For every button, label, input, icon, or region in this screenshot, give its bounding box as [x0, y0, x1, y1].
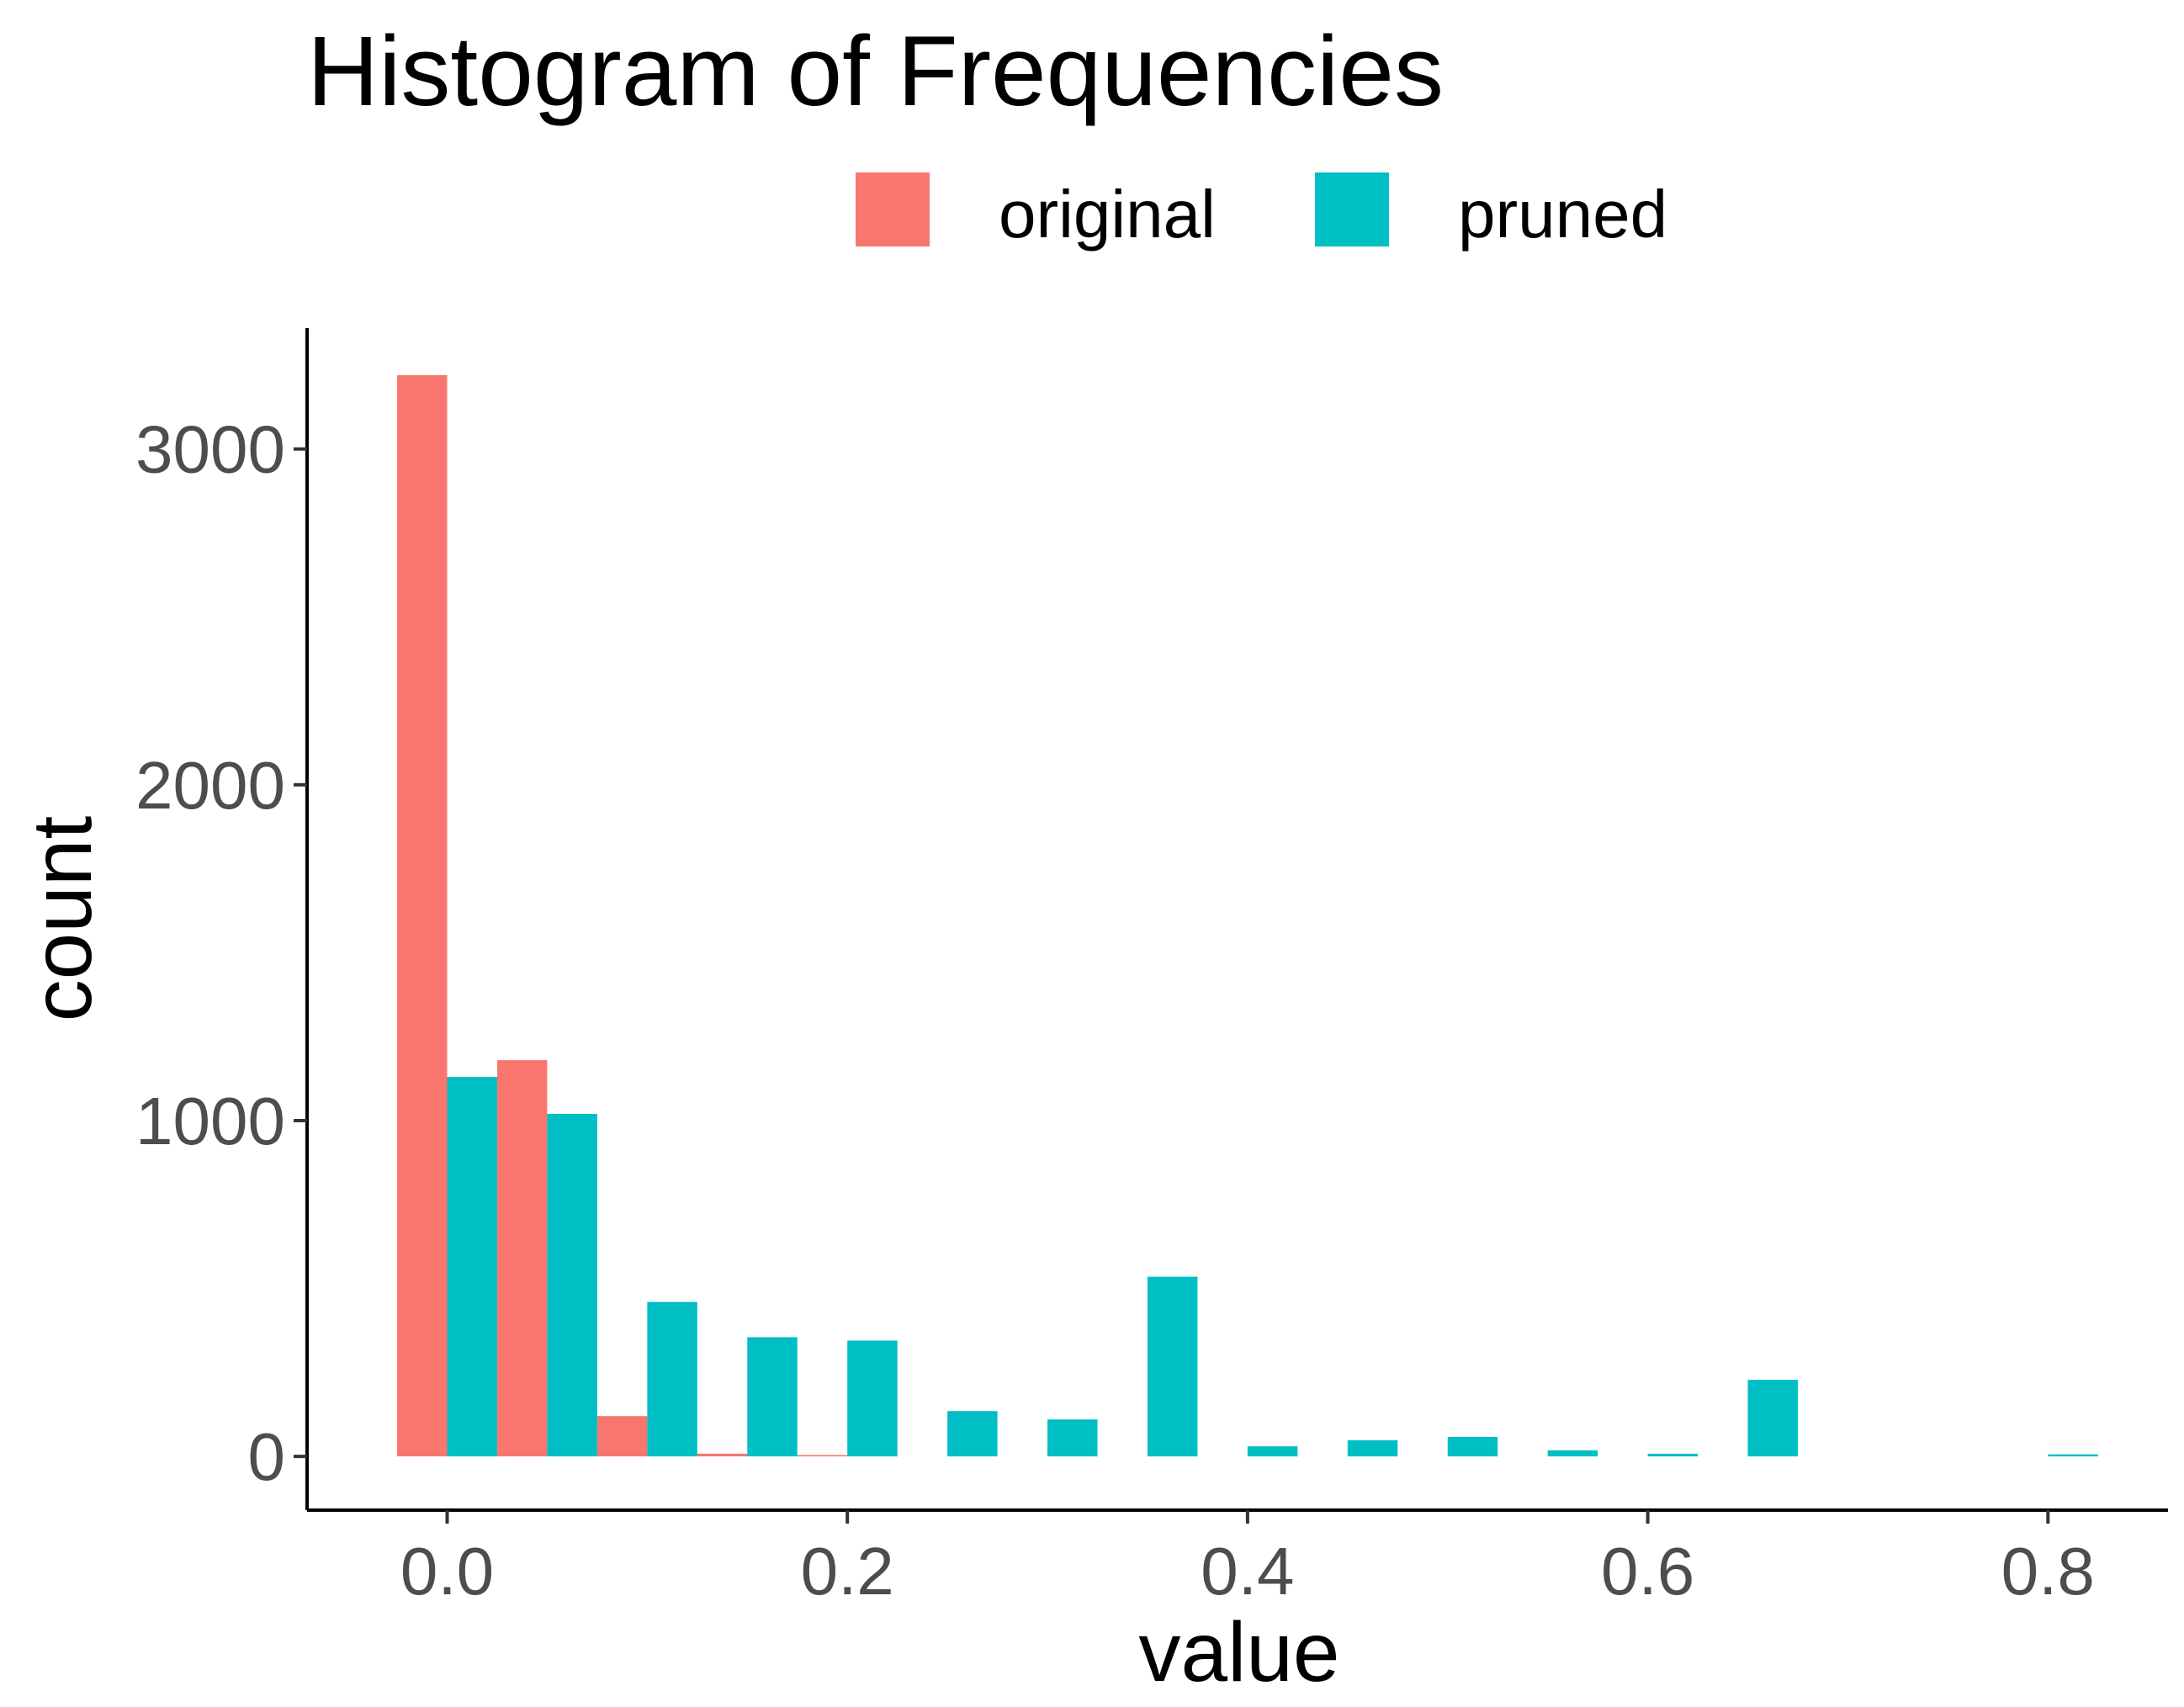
y-axis-title: count: [15, 815, 109, 1021]
y-tick-label: 1000: [135, 1084, 285, 1158]
x-tick-label: 0.4: [1201, 1534, 1294, 1609]
bar-pruned: [1447, 1436, 1498, 1457]
legend-key-original: [856, 172, 930, 247]
bar-original: [797, 1455, 848, 1457]
bar-original: [397, 374, 448, 1457]
bars-group: [397, 374, 2098, 1457]
bar-pruned: [1247, 1446, 1298, 1457]
bar-pruned: [1547, 1450, 1598, 1457]
bar-pruned: [947, 1411, 998, 1457]
legend-label-original: original: [999, 177, 1216, 252]
y-tick-label: 2000: [135, 748, 285, 823]
x-tick-label: 0.0: [400, 1534, 494, 1609]
bar-pruned: [747, 1337, 798, 1457]
y-ticks-group: 0 1000 2000 3000: [135, 412, 307, 1494]
bar-pruned: [1747, 1380, 1798, 1457]
bar-pruned: [1347, 1439, 1398, 1457]
x-tick-label: 0.8: [2001, 1534, 2095, 1609]
y-tick-label: 3000: [135, 412, 285, 487]
legend-label-pruned: pruned: [1458, 177, 1667, 252]
x-axis-title: value: [1138, 1605, 1339, 1699]
x-tick-label: 0.6: [1601, 1534, 1694, 1609]
legend: original pruned: [856, 172, 1667, 252]
legend-key-pruned: [1315, 172, 1389, 247]
bar-pruned: [1647, 1453, 1699, 1457]
bar-original: [596, 1416, 648, 1457]
bar-original: [496, 1060, 548, 1457]
x-tick-label: 0.2: [801, 1534, 894, 1609]
bar-pruned: [2048, 1454, 2098, 1457]
bar-pruned: [1147, 1276, 1198, 1457]
y-tick-label: 0: [248, 1419, 286, 1494]
x-ticks-group: 0.0 0.2 0.4 0.6 0.8: [400, 1510, 2095, 1609]
bar-pruned: [447, 1077, 497, 1457]
bar-pruned: [1047, 1419, 1098, 1457]
bar-pruned: [847, 1340, 898, 1457]
bar-original: [697, 1453, 748, 1457]
chart-title: Histogram of Frequencies: [307, 16, 1444, 127]
bar-pruned: [547, 1114, 597, 1457]
bar-pruned: [647, 1301, 697, 1457]
